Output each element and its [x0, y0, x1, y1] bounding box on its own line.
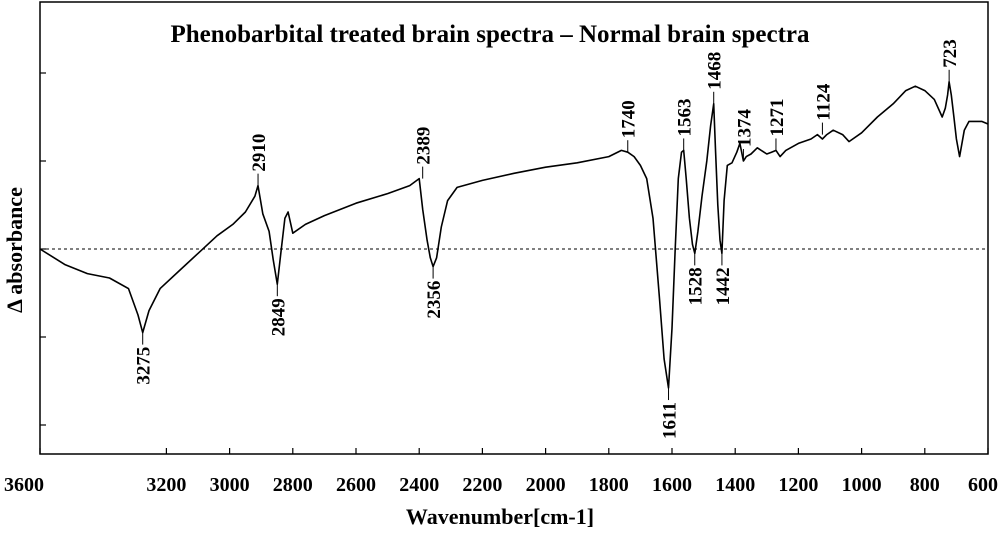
peak-label: 3275: [134, 347, 155, 385]
x-tick-label: 3200: [146, 474, 186, 496]
peak-label: 1563: [675, 98, 696, 136]
peak-label: 2849: [268, 298, 289, 336]
x-tick-label: 1600: [652, 474, 692, 496]
chart-title: Phenobarbital treated brain spectra – No…: [170, 21, 810, 48]
x-tick-label: 600: [968, 474, 998, 496]
x-tick-label: 3000: [210, 474, 250, 496]
y-axis-ticks: [40, 72, 46, 426]
peak-label: 1528: [686, 267, 707, 305]
x-tick-label: 2800: [273, 474, 313, 496]
peak-label: 1124: [813, 83, 834, 120]
plot-frame: [39, 1, 989, 455]
x-tick-label: 800: [910, 474, 940, 496]
x-tick-label: 1400: [715, 474, 755, 496]
peak-label: 1611: [660, 402, 681, 439]
difference-spectrum-line: [39, 81, 989, 389]
x-tick-label: 2000: [526, 474, 566, 496]
peak-label: 723: [940, 39, 961, 68]
peak-label: 1468: [705, 52, 726, 90]
x-tick-label: 2600: [336, 474, 376, 496]
x-axis-ticks: 3600 3200 3000 2800 2600 2400 2200 2000 1800 1600…: [4, 448, 998, 496]
x-tick-label: 3600: [4, 474, 44, 496]
peak-label: 2389: [414, 127, 435, 165]
peak-label: 1740: [619, 100, 640, 138]
x-tick-label: 1800: [589, 474, 629, 496]
x-axis-label: Wavenumber[cm-1]: [406, 504, 594, 529]
x-tick-label: 1000: [842, 474, 882, 496]
peak-label: 1271: [767, 98, 788, 136]
peak-labels: 3275 2910 2849 2389 2356 1740 1611 1563 1528 1468…: [134, 39, 961, 439]
y-axis-label: Δ absorbance: [2, 187, 27, 313]
peak-label: 1374: [734, 109, 755, 148]
peak-label: 1442: [713, 267, 734, 305]
x-tick-label: 2200: [462, 474, 502, 496]
peak-label: 2356: [424, 281, 445, 319]
x-tick-label: 2400: [399, 474, 439, 496]
x-tick-label: 1200: [778, 474, 818, 496]
peak-label: 2910: [249, 134, 270, 172]
